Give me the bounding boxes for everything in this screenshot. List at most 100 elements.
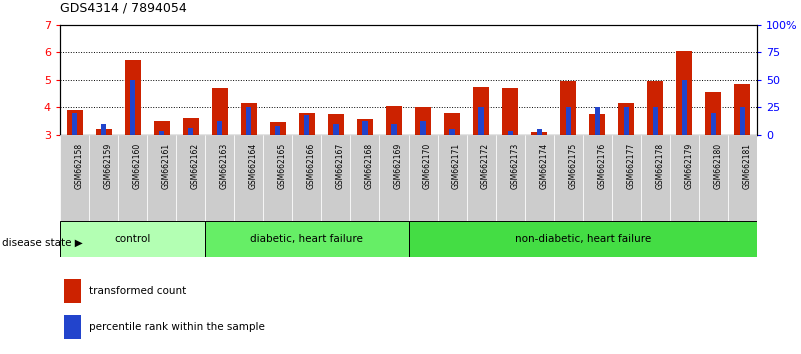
Text: GSM662161: GSM662161 (162, 143, 171, 189)
Bar (217, 121, 223, 135)
Text: GSM662168: GSM662168 (365, 143, 374, 189)
Bar (362, 121, 368, 135)
FancyBboxPatch shape (205, 135, 234, 221)
Text: GSM662180: GSM662180 (714, 143, 723, 189)
Text: GSM662164: GSM662164 (249, 143, 258, 189)
Bar (531, 132, 547, 135)
Bar (95, 129, 111, 135)
Text: control: control (115, 234, 151, 244)
Bar (333, 124, 339, 135)
Bar (740, 107, 745, 135)
FancyBboxPatch shape (553, 135, 582, 221)
Bar (735, 84, 751, 135)
Bar (618, 103, 634, 135)
Text: transformed count: transformed count (90, 286, 187, 296)
Text: GSM662170: GSM662170 (423, 143, 432, 189)
FancyBboxPatch shape (380, 135, 409, 221)
Bar (72, 113, 77, 135)
Bar (590, 114, 606, 135)
Text: GSM662177: GSM662177 (626, 143, 635, 189)
Bar (624, 107, 629, 135)
Bar (188, 128, 193, 135)
FancyBboxPatch shape (641, 135, 670, 221)
Bar (560, 81, 576, 135)
Text: GSM662174: GSM662174 (539, 143, 548, 189)
FancyBboxPatch shape (670, 135, 698, 221)
FancyBboxPatch shape (118, 135, 147, 221)
FancyBboxPatch shape (60, 135, 89, 221)
Bar (444, 113, 460, 135)
FancyBboxPatch shape (409, 221, 757, 257)
Text: GSM662166: GSM662166 (307, 143, 316, 189)
Text: GSM662162: GSM662162 (191, 143, 199, 189)
Text: GSM662163: GSM662163 (219, 143, 229, 189)
Bar (508, 131, 513, 135)
Text: GSM662158: GSM662158 (74, 143, 83, 189)
Bar (125, 61, 141, 135)
Bar (357, 119, 373, 135)
Bar (710, 113, 716, 135)
Bar (246, 107, 252, 135)
Bar (421, 121, 425, 135)
Bar (63, 315, 81, 339)
FancyBboxPatch shape (264, 135, 292, 221)
FancyBboxPatch shape (437, 135, 466, 221)
Text: GSM662178: GSM662178 (655, 143, 664, 189)
Bar (653, 107, 658, 135)
Text: non-diabetic, heart failure: non-diabetic, heart failure (514, 234, 651, 244)
Bar (159, 131, 164, 135)
Bar (676, 51, 692, 135)
Text: GSM662167: GSM662167 (336, 143, 345, 189)
Bar (449, 129, 455, 135)
Bar (386, 106, 402, 135)
FancyBboxPatch shape (205, 221, 409, 257)
Bar (502, 88, 518, 135)
Text: GSM662165: GSM662165 (278, 143, 287, 189)
Bar (473, 86, 489, 135)
Text: GSM662173: GSM662173 (510, 143, 519, 189)
Text: GSM662171: GSM662171 (452, 143, 461, 189)
Text: GSM662176: GSM662176 (598, 143, 606, 189)
Bar (392, 124, 396, 135)
Bar (299, 113, 315, 135)
Text: GSM662172: GSM662172 (481, 143, 490, 189)
Bar (63, 279, 81, 303)
Bar (537, 129, 541, 135)
Text: GSM662175: GSM662175 (568, 143, 578, 189)
Bar (276, 126, 280, 135)
Text: GSM662181: GSM662181 (743, 143, 751, 189)
Bar (328, 114, 344, 135)
Bar (594, 107, 600, 135)
Bar (154, 121, 170, 135)
Bar (415, 107, 431, 135)
Text: diabetic, heart failure: diabetic, heart failure (251, 234, 364, 244)
FancyBboxPatch shape (496, 135, 525, 221)
Bar (270, 122, 286, 135)
Bar (66, 110, 83, 135)
Bar (566, 107, 571, 135)
Text: GDS4314 / 7894054: GDS4314 / 7894054 (60, 2, 187, 15)
FancyBboxPatch shape (466, 135, 496, 221)
Bar (682, 80, 687, 135)
Bar (241, 103, 257, 135)
Text: GSM662159: GSM662159 (103, 143, 113, 189)
Text: GSM662179: GSM662179 (684, 143, 694, 189)
Bar (183, 118, 199, 135)
FancyBboxPatch shape (147, 135, 176, 221)
FancyBboxPatch shape (321, 135, 350, 221)
Bar (647, 81, 663, 135)
FancyBboxPatch shape (350, 135, 380, 221)
Bar (304, 115, 309, 135)
FancyBboxPatch shape (60, 221, 205, 257)
Bar (101, 124, 107, 135)
FancyBboxPatch shape (409, 135, 437, 221)
FancyBboxPatch shape (582, 135, 612, 221)
FancyBboxPatch shape (525, 135, 553, 221)
Bar (130, 80, 135, 135)
FancyBboxPatch shape (234, 135, 264, 221)
FancyBboxPatch shape (728, 135, 757, 221)
Bar (706, 92, 722, 135)
FancyBboxPatch shape (89, 135, 118, 221)
Text: disease state ▶: disease state ▶ (2, 238, 83, 247)
Text: GSM662169: GSM662169 (394, 143, 403, 189)
